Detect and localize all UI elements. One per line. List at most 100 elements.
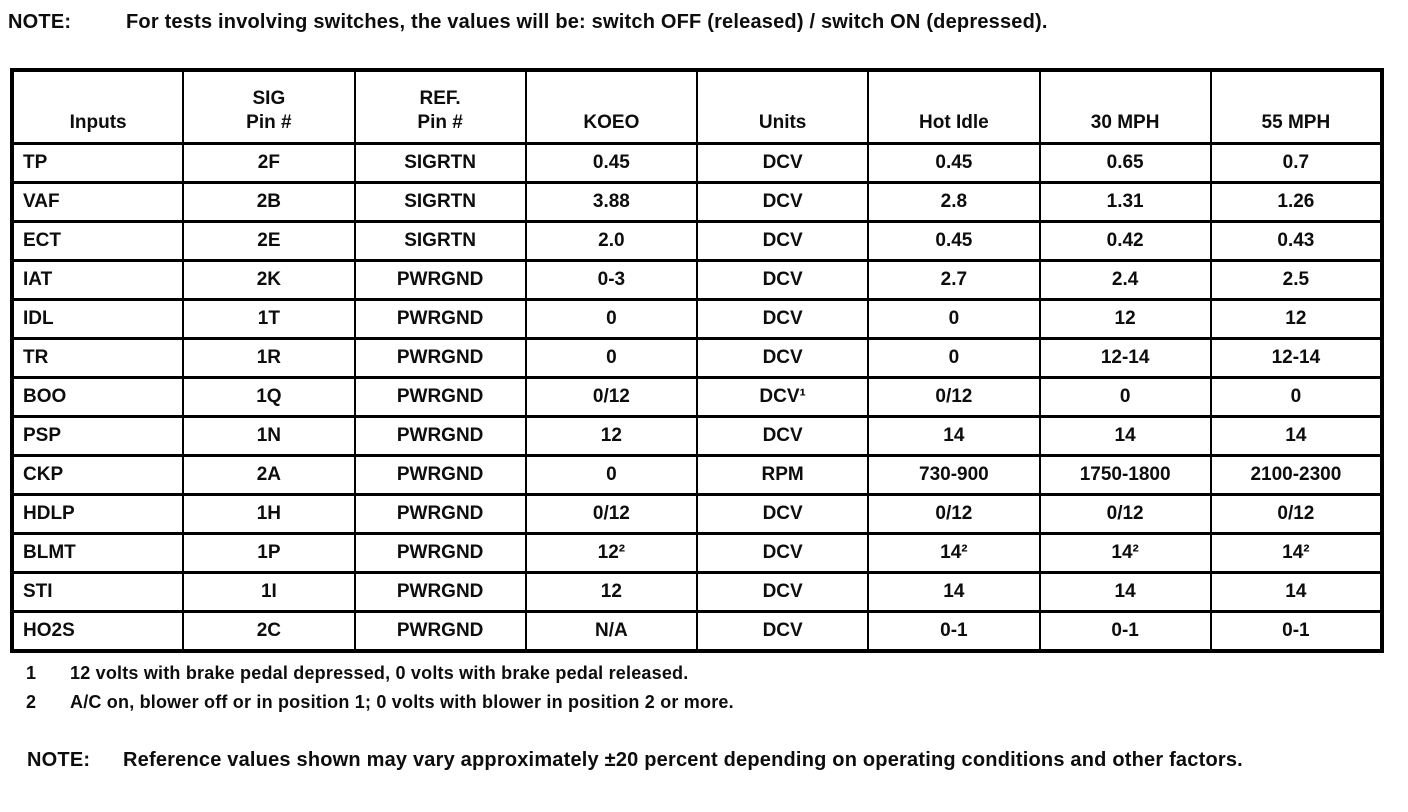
col-header-units: Units xyxy=(695,68,870,145)
value-cell: 1Q xyxy=(182,376,356,418)
value-cell: DCV xyxy=(695,571,870,613)
col-header-label: Inputs xyxy=(69,112,127,133)
value-cell: 0-3 xyxy=(524,259,699,301)
reference-values-table: Inputs SIG Pin # REF. Pin # KOEO Units H… xyxy=(10,68,1384,653)
input-name-cell: STI xyxy=(10,571,185,613)
value-cell: 0 xyxy=(1038,376,1212,418)
value-cell: 0/12 xyxy=(524,493,699,535)
value-cell: 0 xyxy=(524,298,699,340)
value-cell: 0.65 xyxy=(1038,142,1212,184)
value-cell: 2.5 xyxy=(1209,259,1384,301)
value-cell: 0.7 xyxy=(1209,142,1384,184)
value-cell: 0 xyxy=(867,337,1041,379)
value-cell: PWRGND xyxy=(353,571,527,613)
input-name-cell: HDLP xyxy=(10,493,185,535)
value-cell: PWRGND xyxy=(353,337,527,379)
value-cell: SIGRTN xyxy=(353,142,527,184)
value-cell: 14 xyxy=(1209,415,1384,457)
value-cell: 2.7 xyxy=(867,259,1041,301)
value-cell: DCV xyxy=(695,610,870,653)
input-name-cell: IDL xyxy=(10,298,185,340)
value-cell: 0/12 xyxy=(1209,493,1384,535)
value-cell: PWRGND xyxy=(353,259,527,301)
top-note: NOTE: For tests involving switches, the … xyxy=(8,7,1400,38)
value-cell: DCV xyxy=(695,259,870,301)
top-note-text: For tests involving switches, the values… xyxy=(126,11,1048,33)
value-cell: 2.8 xyxy=(867,181,1041,223)
input-name-cell: PSP xyxy=(10,415,185,457)
value-cell: 0/12 xyxy=(524,376,699,418)
value-cell: PWRGND xyxy=(353,415,527,457)
value-cell: 14² xyxy=(1038,532,1212,574)
value-cell: DCV xyxy=(695,532,870,574)
value-cell: 2C xyxy=(182,610,356,653)
table-row: TR 1R PWRGND 0 DCV 0 12-14 12-14 xyxy=(10,337,1384,379)
footnote-text: A/C on, blower off or in position 1; 0 v… xyxy=(70,692,734,712)
value-cell: 0.45 xyxy=(867,220,1041,262)
value-cell: 1R xyxy=(182,337,356,379)
value-cell: 2B xyxy=(182,181,356,223)
table-row: HDLP 1H PWRGND 0/12 DCV 0/12 0/12 0/12 xyxy=(10,493,1384,535)
value-cell: DCV xyxy=(695,337,870,379)
value-cell: 0 xyxy=(867,298,1041,340)
input-name-cell: TR xyxy=(10,337,185,379)
value-cell: 1I xyxy=(182,571,356,613)
footnote-number: 1 xyxy=(26,663,37,683)
value-cell: 0.45 xyxy=(524,142,699,184)
value-cell: 0/12 xyxy=(867,493,1041,535)
table-row: HO2S 2C PWRGND N/A DCV 0-1 0-1 0-1 xyxy=(10,610,1384,653)
value-cell: DCV xyxy=(695,415,870,457)
value-cell: DCV xyxy=(695,220,870,262)
table-row: ECT 2E SIGRTN 2.0 DCV 0.45 0.42 0.43 xyxy=(10,220,1384,262)
bottom-note-label: NOTE: xyxy=(27,749,91,771)
value-cell: 14 xyxy=(1038,415,1212,457)
value-cell: 0-1 xyxy=(867,610,1041,653)
table-row: IAT 2K PWRGND 0-3 DCV 2.7 2.4 2.5 xyxy=(10,259,1384,301)
value-cell: 0 xyxy=(524,337,699,379)
value-cell: 2A xyxy=(182,454,356,496)
value-cell: 2.4 xyxy=(1038,259,1212,301)
input-name-cell: BLMT xyxy=(10,532,185,574)
value-cell: 2K xyxy=(182,259,356,301)
value-cell: 0-1 xyxy=(1209,610,1384,653)
value-cell: 12 xyxy=(1209,298,1384,340)
value-cell: DCV¹ xyxy=(695,376,870,418)
col-header-label: Hot Idle xyxy=(919,112,989,133)
footnote-text: 12 volts with brake pedal depressed, 0 v… xyxy=(70,663,689,683)
value-cell: 0/12 xyxy=(867,376,1041,418)
bottom-note-text: Reference values shown may vary approxim… xyxy=(123,749,1243,771)
value-cell: PWRGND xyxy=(353,493,527,535)
value-cell: 1H xyxy=(182,493,356,535)
value-cell: 0.42 xyxy=(1038,220,1212,262)
table-row: VAF 2B SIGRTN 3.88 DCV 2.8 1.31 1.26 xyxy=(10,181,1384,223)
col-header-label: Units xyxy=(758,112,807,133)
value-cell: PWRGND xyxy=(353,454,527,496)
value-cell: 14 xyxy=(1209,571,1384,613)
table-row: CKP 2A PWRGND 0 RPM 730-900 1750-1800 2100-2300 xyxy=(10,454,1384,496)
value-cell: 12-14 xyxy=(1209,337,1384,379)
value-cell: 1.26 xyxy=(1209,181,1384,223)
input-name-cell: IAT xyxy=(10,259,185,301)
table-header-row: Inputs SIG Pin # REF. Pin # KOEO Units H… xyxy=(10,68,1384,145)
footnotes: 1 12 volts with brake pedal depressed, 0 … xyxy=(26,659,1326,717)
value-cell: 3.88 xyxy=(524,181,699,223)
col-header-label2: Pin # xyxy=(246,112,292,133)
value-cell: 14 xyxy=(867,571,1041,613)
input-name-cell: HO2S xyxy=(10,610,185,653)
table-body: TP 2F SIGRTN 0.45 DCV 0.45 0.65 0.7 VAF 2B SIGRTN 3… xyxy=(10,142,1384,653)
value-cell: 14² xyxy=(867,532,1041,574)
value-cell: 1750-1800 xyxy=(1038,454,1212,496)
value-cell: 0 xyxy=(524,454,699,496)
value-cell: 1P xyxy=(182,532,356,574)
value-cell: 12² xyxy=(524,532,699,574)
value-cell: SIGRTN xyxy=(353,181,527,223)
col-header-55mph: 55 MPH xyxy=(1209,68,1384,145)
value-cell: PWRGND xyxy=(353,532,527,574)
value-cell: PWRGND xyxy=(353,610,527,653)
value-cell: 12 xyxy=(524,571,699,613)
value-cell: RPM xyxy=(695,454,870,496)
col-header-label: REF. xyxy=(419,88,461,109)
footnote-number: 2 xyxy=(26,692,37,712)
value-cell: DCV xyxy=(695,181,870,223)
